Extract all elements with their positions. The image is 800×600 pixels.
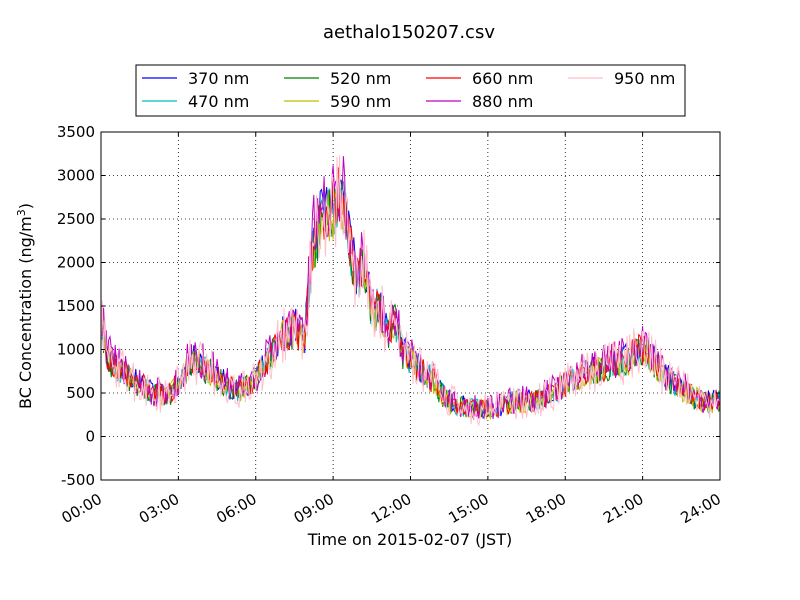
y-axis-label: BC Concentration (ng/m3) [15,203,35,409]
x-tick-label: 06:00 [213,490,259,527]
axis-ticks [100,131,721,481]
x-tick-labels: 00:00 03:00 06:00 09:00 12:00 15:00 18:00 21:00… [59,490,724,527]
legend-box [135,64,686,117]
x-tick-label: 00:00 [59,490,105,527]
y-tick-label: 500 [66,384,95,402]
y-axis-label-main: BC Concentration (ng/m [16,216,35,409]
y-tick-label: 2500 [57,210,95,228]
x-axis-label: Time on 2015-02-07 (JST) [307,530,512,549]
y-tick-label: 1500 [57,297,95,315]
x-tick-label: 24:00 [678,490,724,527]
x-tick-label: 09:00 [291,490,337,527]
x-tick-label: 03:00 [136,490,182,527]
legend-label: 660 nm [472,69,533,88]
x-tick-label: 21:00 [600,490,646,527]
x-tick-label: 15:00 [445,490,491,527]
y-tick-label: 3500 [57,123,95,141]
series-line [100,155,721,427]
y-axis-label-superscript: 3 [15,209,28,216]
legend-label: 950 nm [614,69,675,88]
y-tick-label: 0 [85,428,95,446]
legend-label: 470 nm [188,92,249,111]
y-tick-label: 1000 [57,341,95,359]
y-tick-labels: -500 0 500 1000 1500 2000 2500 3000 3500 [57,123,95,489]
x-tick-label: 18:00 [523,490,569,527]
y-axis-label-suffix: ) [16,203,35,209]
legend: 370 nm 470 nm 520 nm 590 nm 660 nm 880 nm 950 … [135,64,686,117]
grid-lines [101,132,720,480]
legend-label: 590 nm [330,92,391,111]
legend-label: 520 nm [330,69,391,88]
legend-label: 370 nm [188,69,249,88]
y-tick-label: 2000 [57,254,95,272]
series-lines [100,155,721,427]
y-tick-label: -500 [61,471,95,489]
y-tick-label: 3000 [57,167,95,185]
legend-label: 880 nm [472,92,533,111]
x-tick-label: 12:00 [368,490,414,527]
legend-entries: 370 nm 470 nm 520 nm 590 nm 660 nm 880 nm 950 … [142,69,675,111]
series-line [100,180,721,420]
series-line [100,156,721,421]
chart-title: aethalo150207.csv [323,22,495,43]
